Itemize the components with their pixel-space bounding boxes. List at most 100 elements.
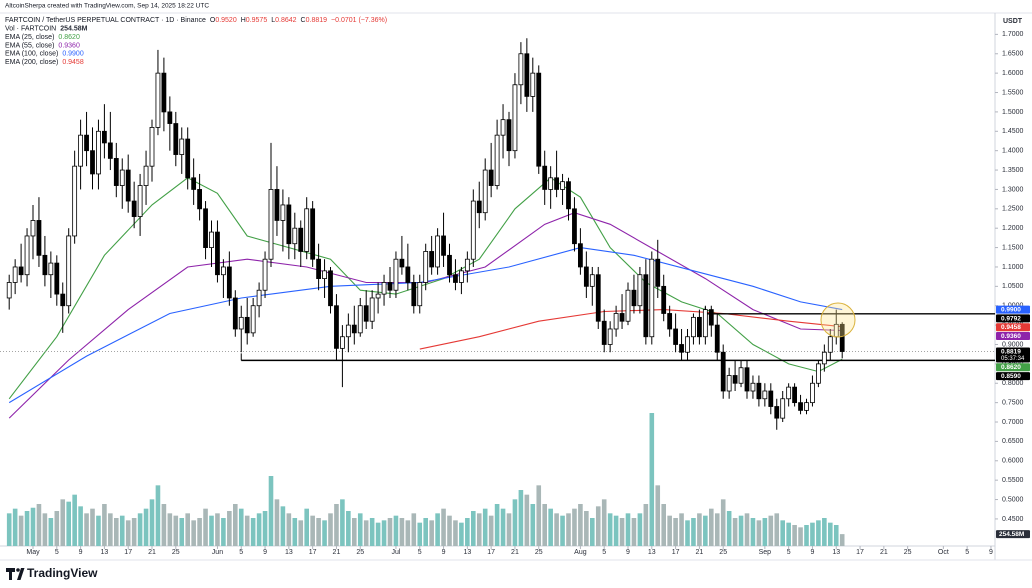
candle-body (476, 200, 482, 214)
x-tick-label: 5 (418, 549, 422, 556)
x-tick-label: 13 (832, 549, 840, 556)
candle-body (328, 270, 333, 307)
logo-mark (6, 568, 15, 580)
candle-body (631, 289, 637, 307)
candle-body (798, 402, 803, 411)
candle-body (280, 204, 286, 221)
candle-body (762, 390, 768, 400)
ema-legend: EMA (200, close) 0.9458 (5, 59, 84, 66)
volume-bar (143, 508, 149, 546)
logo-slash (17, 568, 25, 580)
volume-bar (90, 508, 95, 546)
ohlc-label: H (241, 17, 246, 24)
symbol: FARTCOIN / TetherUS PERPETUAL CONTRACT ·… (5, 17, 206, 24)
candle-body (60, 293, 66, 307)
countdown: 05:37:34 (1001, 356, 1025, 362)
x-tick-label: 21 (511, 549, 519, 556)
volume-bar (60, 499, 66, 546)
candle-body (90, 150, 95, 175)
candle-body (536, 72, 542, 167)
candle-body (369, 297, 375, 322)
volume-bar (673, 518, 678, 546)
volume-bar (48, 518, 54, 546)
volume-bar (114, 518, 119, 546)
candle-body (619, 313, 625, 322)
volume-bar (173, 515, 179, 546)
x-tick-label: 21 (696, 549, 704, 556)
volume-bar (423, 518, 428, 546)
candle-body (792, 386, 797, 404)
price-badge-label: 0.9900 (1001, 307, 1021, 314)
ohlc-value: 0.8819 (306, 17, 328, 24)
candle-body (827, 336, 833, 353)
x-tick-label: 21 (880, 549, 888, 556)
volume-bar (185, 513, 190, 546)
candle-body (107, 142, 113, 159)
candle-body (583, 266, 589, 287)
candle-body (750, 382, 756, 392)
y-tick-label: 0.7000 (1002, 419, 1024, 426)
candle-body (232, 297, 238, 330)
x-tick-label: 9 (263, 549, 267, 556)
time-axis: May 5 9 13 17 21 25 Jun 5 9 13 17 21 25 Jul 5 9 13 17 21 25 A… (26, 546, 993, 556)
candle-body (697, 316, 702, 338)
highlight-circle (820, 302, 856, 338)
volume-bar (149, 499, 155, 546)
x-tick-label: 17 (124, 549, 132, 556)
x-tick-label: Sep (759, 549, 772, 556)
candle-body (215, 231, 220, 276)
candle-body (494, 134, 500, 186)
candle-body (655, 258, 661, 287)
x-tick-label: Aug (574, 549, 587, 556)
volume-bar (322, 520, 327, 546)
price-badge (996, 372, 1030, 381)
y-tick-label: 1.1500 (1002, 244, 1024, 251)
volume-bar (250, 518, 256, 546)
y-tick-label: 1.5000 (1002, 109, 1024, 116)
volume-bar (167, 513, 173, 546)
candle-body (554, 177, 559, 190)
volume-bar (429, 520, 434, 546)
volume-bar (108, 513, 113, 546)
volume-bar (12, 508, 18, 546)
volume-bar (482, 508, 488, 546)
y-tick-label: 0.7500 (1002, 399, 1024, 406)
candle-body (256, 289, 262, 307)
ema-name: EMA (55, close) (5, 42, 54, 49)
volume-bar (530, 504, 536, 546)
candle-body (649, 258, 655, 338)
candle-body (238, 316, 244, 330)
volume-bar (560, 515, 565, 546)
candle-body (220, 266, 226, 276)
candle-body (637, 274, 643, 307)
candle-body (470, 200, 476, 260)
candle-body (381, 282, 387, 295)
volume-bar (578, 504, 583, 546)
volume-bar (102, 504, 107, 546)
candle-body (131, 200, 137, 217)
candle-body (572, 208, 577, 245)
volume-bar (709, 508, 714, 546)
candle-body (518, 53, 524, 86)
volume-bar (792, 525, 797, 546)
x-tick-label: 17 (309, 549, 317, 556)
volume-bar (471, 511, 476, 546)
change: −0.0701 (−7.36%) (331, 17, 387, 24)
y-tick-label: 0.5500 (1002, 477, 1024, 484)
volume-bar (411, 513, 417, 546)
candle-body (714, 324, 720, 353)
volume-bar (476, 513, 482, 546)
price-badge (996, 332, 1030, 341)
candle-body (137, 185, 143, 217)
volume-bar (405, 520, 411, 546)
candle-body (726, 375, 732, 392)
volume-bar (572, 508, 577, 546)
volume-bar (601, 499, 607, 546)
price-badge (996, 363, 1030, 372)
candle-body (405, 266, 411, 283)
volume-bar (72, 494, 77, 546)
volume-bar (732, 518, 738, 546)
volume-bar (357, 513, 363, 546)
volume-bar (203, 508, 208, 546)
volume-bar (822, 518, 827, 546)
